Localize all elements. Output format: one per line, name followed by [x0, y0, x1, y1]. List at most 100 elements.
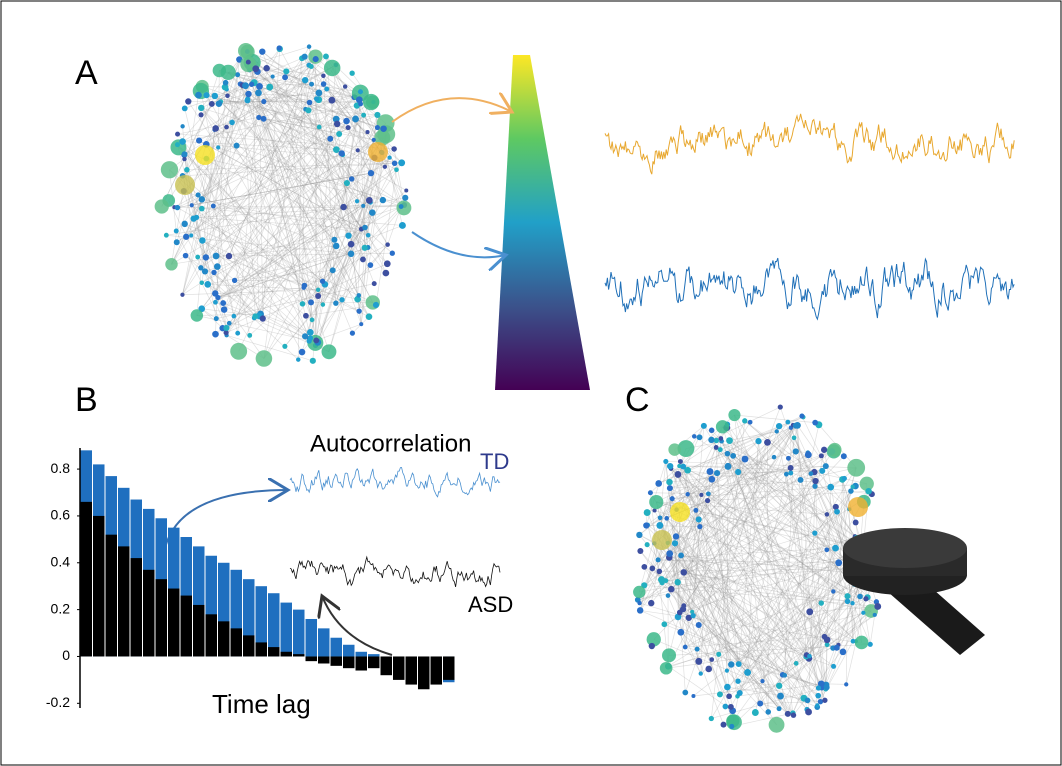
bar — [318, 656, 330, 664]
node — [333, 120, 341, 128]
bar — [443, 656, 455, 680]
connection — [708, 493, 740, 665]
connection — [336, 149, 388, 245]
node — [697, 524, 703, 530]
node — [223, 324, 230, 332]
node — [163, 232, 169, 238]
bar — [218, 562, 230, 657]
node — [223, 330, 229, 336]
node — [356, 308, 362, 314]
connection — [666, 424, 794, 519]
connection — [646, 512, 693, 612]
connection — [226, 109, 306, 336]
node — [839, 648, 847, 656]
connection — [727, 453, 789, 714]
node — [404, 188, 409, 193]
node — [195, 192, 201, 198]
connection — [215, 302, 227, 329]
node — [316, 124, 322, 130]
connection — [666, 518, 848, 597]
connection — [216, 283, 375, 319]
connection — [206, 158, 235, 317]
connection — [215, 202, 371, 303]
node — [782, 673, 788, 678]
node — [365, 232, 371, 238]
node — [841, 475, 847, 481]
connection — [206, 143, 405, 206]
connection — [684, 500, 708, 648]
connection — [677, 461, 681, 617]
connection — [727, 424, 848, 597]
connection — [664, 535, 856, 625]
node — [844, 682, 849, 687]
node — [649, 565, 656, 572]
connection — [639, 451, 832, 604]
node — [214, 263, 221, 270]
panel-label: B — [75, 381, 98, 419]
connection — [215, 48, 281, 129]
connection — [217, 247, 369, 298]
node — [677, 459, 683, 465]
connection — [184, 64, 337, 155]
node — [244, 97, 251, 104]
node — [806, 608, 814, 616]
connection — [301, 244, 388, 353]
y-tick-label: 0.6 — [51, 507, 71, 523]
connection — [193, 153, 342, 219]
node — [203, 92, 210, 99]
connection — [242, 85, 256, 317]
legend-label: TD — [480, 449, 509, 474]
connection — [672, 494, 702, 500]
connection — [237, 74, 361, 93]
bar — [218, 621, 230, 657]
connection — [650, 425, 797, 604]
connection — [670, 470, 689, 590]
node — [398, 204, 404, 209]
node — [359, 322, 364, 327]
bar — [255, 586, 267, 657]
connection — [251, 83, 384, 130]
connection — [248, 93, 306, 110]
connection — [731, 654, 807, 727]
node — [724, 683, 731, 691]
connection — [204, 206, 402, 272]
node — [865, 487, 872, 495]
connection — [680, 555, 740, 665]
node — [342, 84, 348, 89]
connection — [726, 670, 777, 726]
bar — [405, 656, 417, 685]
node — [716, 691, 723, 698]
node — [374, 124, 380, 131]
node — [369, 209, 376, 216]
node — [259, 48, 266, 55]
node — [820, 446, 828, 453]
connection — [182, 64, 249, 295]
connection — [308, 46, 364, 260]
connection — [263, 86, 346, 359]
connection — [720, 438, 807, 657]
node — [685, 614, 692, 621]
node — [724, 462, 732, 470]
connection — [249, 190, 407, 336]
node — [787, 464, 794, 471]
node — [347, 250, 355, 258]
node — [180, 124, 185, 129]
connection — [692, 526, 701, 616]
connection — [303, 269, 333, 288]
node — [730, 452, 737, 459]
node — [306, 99, 313, 106]
connection — [666, 454, 809, 519]
node — [323, 53, 329, 60]
node — [818, 600, 824, 606]
node — [252, 313, 259, 320]
node — [221, 83, 229, 91]
node — [338, 150, 345, 157]
connection — [669, 465, 807, 657]
node — [771, 454, 777, 460]
connection — [190, 88, 327, 236]
node — [198, 104, 205, 112]
connection — [355, 114, 378, 120]
connection — [671, 498, 839, 646]
connection — [217, 225, 403, 298]
node — [834, 508, 840, 515]
